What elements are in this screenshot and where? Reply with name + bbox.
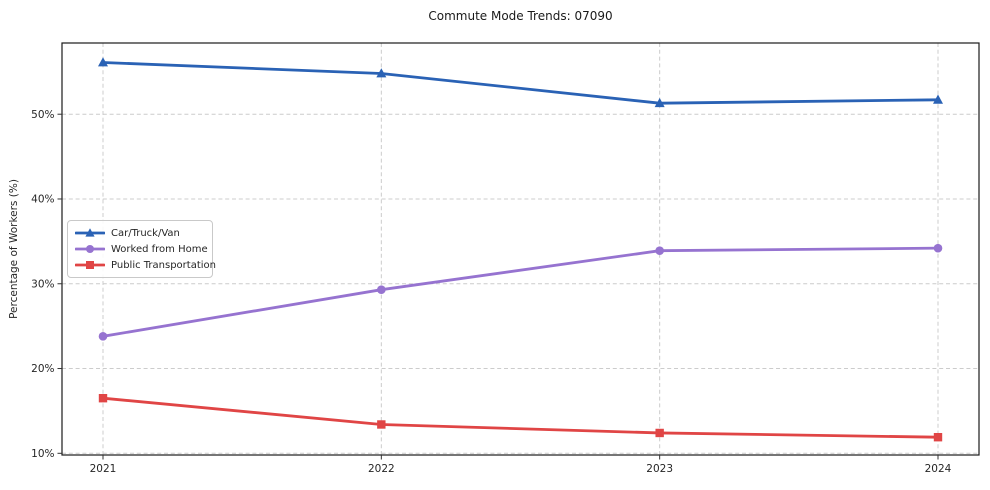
series-line — [101, 246, 940, 338]
series-line — [101, 396, 940, 439]
data-point-marker — [377, 420, 386, 429]
svg-text:2021: 2021 — [90, 463, 117, 475]
axis-tick-labels: 10% 20% 30% 40% 50% 2021 2022 2023 2024 — [31, 109, 952, 475]
data-point-marker — [655, 428, 664, 438]
legend-label: Car/Truck/Van — [111, 227, 180, 239]
svg-text:20%: 20% — [31, 363, 54, 375]
data-point-marker — [933, 94, 943, 104]
chart-title: Commute Mode Trends: 07090 — [428, 9, 613, 23]
legend-item-worked-from-home: Worked from Home — [75, 243, 208, 255]
svg-text:2024: 2024 — [925, 463, 952, 475]
data-point-marker — [655, 246, 664, 255]
svg-text:2023: 2023 — [646, 463, 673, 475]
svg-text:2022: 2022 — [368, 463, 395, 475]
data-point-marker — [98, 332, 108, 341]
axis-ticks — [57, 113, 939, 460]
data-point-marker — [933, 243, 943, 253]
data-point-marker — [376, 68, 387, 78]
data-point-marker — [377, 285, 386, 294]
legend-label: Worked from Home — [111, 243, 208, 255]
data-point-marker — [654, 97, 665, 108]
svg-text:50%: 50% — [31, 109, 54, 121]
circle-marker-line-icon — [75, 245, 105, 253]
series-car-truck-van — [98, 57, 943, 108]
data-point-marker — [98, 394, 108, 403]
series-public-transportation — [98, 394, 943, 442]
legend-item-car-truck-van: Car/Truck/Van — [75, 227, 204, 239]
legend-label: Public Transportation — [111, 259, 216, 271]
square-marker-line-icon — [75, 261, 105, 269]
legend-item-public-transportation: Public Transportation — [75, 259, 216, 271]
data-point-marker — [933, 432, 943, 442]
data-point-marker — [98, 57, 108, 67]
legend: Car/Truck/Van Worked from Home Public Tr… — [67, 220, 216, 278]
svg-text:30%: 30% — [31, 278, 54, 290]
series-worked-from-home — [98, 243, 943, 341]
svg-text:10%: 10% — [31, 448, 54, 460]
series-line — [101, 61, 940, 105]
svg-text:40%: 40% — [31, 194, 54, 206]
triangle-marker-line-icon — [75, 228, 105, 237]
plot-border — [61, 42, 980, 456]
